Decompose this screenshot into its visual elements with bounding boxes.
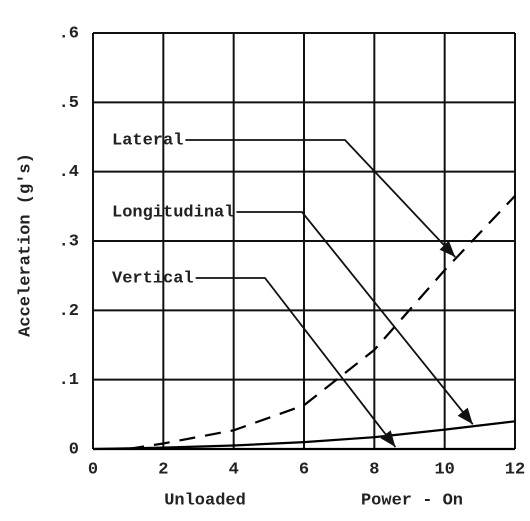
y-tick-label: .2 [59, 302, 79, 321]
y-tick-label: .4 [59, 163, 79, 182]
y-tick-label: .5 [59, 94, 79, 113]
leader-arrow [236, 211, 474, 425]
series-label: Longitudinal [112, 203, 234, 222]
x-tick-label: 0 [88, 460, 98, 479]
y-tick-label: .1 [59, 371, 79, 390]
leader-arrow [185, 139, 456, 258]
x-tick-label: 10 [434, 460, 454, 479]
series-label: Lateral [112, 131, 183, 150]
x-tick-label: 6 [299, 460, 309, 479]
y-tick-label: 0 [69, 440, 79, 459]
leader-arrow [195, 277, 397, 448]
x-tick-label: 2 [158, 460, 168, 479]
y-axis-label: Acceleration (g's) [16, 153, 35, 337]
x-tick-label: 4 [229, 460, 239, 479]
y-tick-label: .6 [59, 24, 79, 43]
x-axis-label: Unloaded [164, 491, 246, 510]
series-label: Vertical [112, 269, 194, 288]
series-line [128, 195, 516, 451]
x-axis-label: Power - On [361, 491, 463, 510]
x-tick-label: 12 [505, 460, 525, 479]
x-tick-label: 8 [369, 460, 379, 479]
y-tick-label: .3 [59, 232, 79, 251]
